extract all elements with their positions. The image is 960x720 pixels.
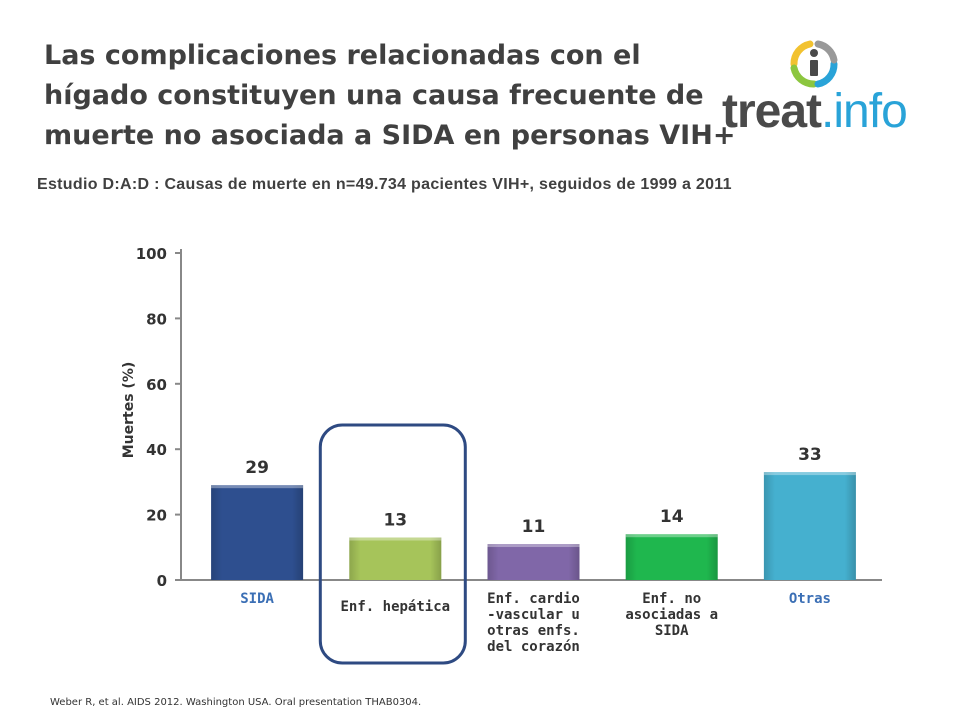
data-label: 14 <box>660 507 684 527</box>
bar-highlight <box>211 485 304 489</box>
bar-shade <box>625 534 718 580</box>
category-label: SIDA <box>240 591 274 607</box>
logo-text-suffix: .info <box>821 85 908 138</box>
logo-i-stem <box>810 60 818 76</box>
category-label: Enf. hepática <box>341 599 451 615</box>
y-tick-label: 60 <box>146 376 167 394</box>
category-label: Otras <box>789 591 831 607</box>
category-label: del corazón <box>487 639 580 655</box>
logo-ring-green <box>790 64 818 88</box>
bar-highlight <box>625 534 718 538</box>
bar-highlight <box>763 472 856 476</box>
source-citation: Weber R, et al. AIDS 2012. Washington US… <box>50 697 422 708</box>
y-tick-label: 80 <box>146 310 167 328</box>
y-tick-label: 40 <box>146 441 167 459</box>
category-label: otras enfs. <box>487 623 580 639</box>
logo-wordmark: treat.info <box>722 84 908 140</box>
category-label: Enf. no <box>642 591 701 607</box>
y-tick-label: 0 <box>157 572 167 590</box>
category-label: asociadas a <box>625 607 718 623</box>
treat-info-logo: treat.info <box>722 34 917 146</box>
data-label: 11 <box>522 517 546 537</box>
slide-title: Las complicaciones relacionadas con el h… <box>44 36 744 156</box>
logo-ring-blue <box>814 60 838 88</box>
y-tick-label: 100 <box>136 245 167 263</box>
bar-shade <box>211 485 304 580</box>
data-label: 33 <box>798 445 822 465</box>
data-label: 13 <box>383 510 407 530</box>
logo-icon <box>790 40 838 88</box>
y-tick-label: 20 <box>146 507 167 525</box>
title-line: muerte no asociada a SIDA en personas VI… <box>44 120 736 151</box>
chart-subtitle: Estudio D:A:D : Causas de muerte en n=49… <box>37 176 732 193</box>
logo-ring-yellow <box>790 40 814 68</box>
bar-shade <box>487 544 580 580</box>
data-label: 29 <box>245 458 269 478</box>
y-axis-label: Muertes (%) <box>121 362 137 459</box>
bar-highlight <box>349 537 442 541</box>
bar-shade <box>763 472 856 580</box>
logo-i-dot <box>810 49 818 57</box>
title-line: Las complicaciones relacionadas con el <box>44 40 641 71</box>
category-label: Enf. cardio <box>487 591 580 607</box>
title-line: hígado constituyen una causa frecuente d… <box>44 80 704 111</box>
logo-text-main: treat <box>722 85 822 138</box>
bar-highlight <box>487 544 580 548</box>
highlight-box <box>318 423 467 665</box>
logo-ring-grey <box>814 40 838 64</box>
bar-shade <box>349 537 442 580</box>
category-label: -vascular u <box>487 607 580 623</box>
category-label: SIDA <box>655 623 689 639</box>
